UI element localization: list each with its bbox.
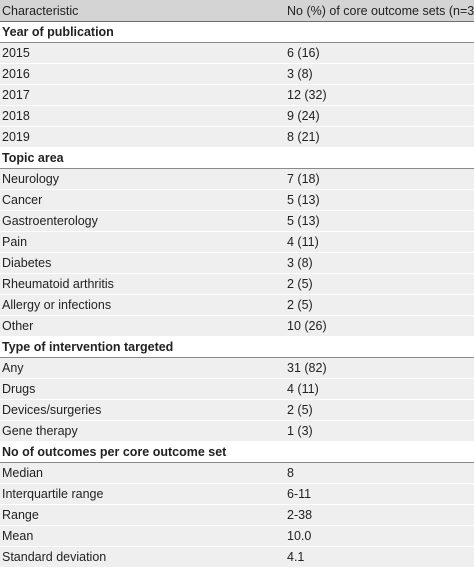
table-row: Other 10 (26) bbox=[0, 315, 474, 337]
row-label: Rheumatoid arthritis bbox=[0, 273, 285, 295]
section-row: No of outcomes per core outcome set bbox=[0, 441, 474, 463]
table-row: Standard deviation 4.1 bbox=[0, 546, 474, 568]
row-label: Median bbox=[0, 462, 285, 484]
section-row: Year of publication bbox=[0, 21, 474, 43]
row-value: 7 (18) bbox=[285, 168, 474, 190]
header-characteristic: Characteristic bbox=[0, 0, 285, 22]
row-value: 6-11 bbox=[285, 483, 474, 505]
header-count: No (%) of core outcome sets (n=38) bbox=[285, 0, 474, 22]
table-row: 2018 9 (24) bbox=[0, 105, 474, 127]
table-row: Median 8 bbox=[0, 462, 474, 484]
row-value: 2-38 bbox=[285, 504, 474, 526]
row-label: Interquartile range bbox=[0, 483, 285, 505]
row-value: 2 (5) bbox=[285, 399, 474, 421]
row-label: Standard deviation bbox=[0, 546, 285, 568]
row-value: 9 (24) bbox=[285, 105, 474, 127]
row-label: Diabetes bbox=[0, 252, 285, 274]
table-row: Drugs 4 (11) bbox=[0, 378, 474, 400]
row-value: 6 (16) bbox=[285, 42, 474, 64]
section-title: No of outcomes per core outcome set bbox=[0, 441, 474, 463]
table-row: Neurology 7 (18) bbox=[0, 168, 474, 190]
row-value: 10 (26) bbox=[285, 315, 474, 337]
row-label: Gastroenterology bbox=[0, 210, 285, 232]
row-label: Cancer bbox=[0, 189, 285, 211]
table-row: Rheumatoid arthritis 2 (5) bbox=[0, 273, 474, 295]
table-row: Gastroenterology 5 (13) bbox=[0, 210, 474, 232]
table-row: Range 2-38 bbox=[0, 504, 474, 526]
row-label: Gene therapy bbox=[0, 420, 285, 442]
row-label: Devices/surgeries bbox=[0, 399, 285, 421]
row-value: 3 (8) bbox=[285, 63, 474, 85]
row-value: 2 (5) bbox=[285, 273, 474, 295]
row-value: 10.0 bbox=[285, 525, 474, 547]
table-row: Gene therapy 1 (3) bbox=[0, 420, 474, 442]
row-label: Mean bbox=[0, 525, 285, 547]
table-body: Year of publication 2015 6 (16) 2016 3 (8) 20… bbox=[0, 21, 474, 568]
row-value: 8 bbox=[285, 462, 474, 484]
row-label: Range bbox=[0, 504, 285, 526]
row-value: 1 (3) bbox=[285, 420, 474, 442]
row-value: 12 (32) bbox=[285, 84, 474, 106]
table-row: Interquartile range 6-11 bbox=[0, 483, 474, 505]
table-row: Mean 10.0 bbox=[0, 525, 474, 547]
row-label: Pain bbox=[0, 231, 285, 253]
table-row: 2017 12 (32) bbox=[0, 84, 474, 106]
row-value: 4.1 bbox=[285, 546, 474, 568]
row-label: 2019 bbox=[0, 126, 285, 148]
row-label: Allergy or infections bbox=[0, 294, 285, 316]
section-title: Type of intervention targeted bbox=[0, 336, 474, 358]
row-label: Neurology bbox=[0, 168, 285, 190]
row-value: 4 (11) bbox=[285, 231, 474, 253]
row-value: 8 (21) bbox=[285, 126, 474, 148]
section-row: Type of intervention targeted bbox=[0, 336, 474, 358]
table-row: Diabetes 3 (8) bbox=[0, 252, 474, 274]
row-value: 3 (8) bbox=[285, 252, 474, 274]
table-row: Any 31 (82) bbox=[0, 357, 474, 379]
table-row: 2019 8 (21) bbox=[0, 126, 474, 148]
row-value: 2 (5) bbox=[285, 294, 474, 316]
section-title: Topic area bbox=[0, 147, 474, 169]
table-row: Allergy or infections 2 (5) bbox=[0, 294, 474, 316]
table-row: Cancer 5 (13) bbox=[0, 189, 474, 211]
row-value: 5 (13) bbox=[285, 210, 474, 232]
section-row: Topic area bbox=[0, 147, 474, 169]
table-header-row: Characteristic No (%) of core outcome se… bbox=[0, 0, 474, 22]
table-row: 2015 6 (16) bbox=[0, 42, 474, 64]
row-value: 4 (11) bbox=[285, 378, 474, 400]
row-label: 2017 bbox=[0, 84, 285, 106]
row-label: Drugs bbox=[0, 378, 285, 400]
table-row: Devices/surgeries 2 (5) bbox=[0, 399, 474, 421]
row-value: 5 (13) bbox=[285, 189, 474, 211]
row-label: 2016 bbox=[0, 63, 285, 85]
row-label: Other bbox=[0, 315, 285, 337]
row-label: 2015 bbox=[0, 42, 285, 64]
section-title: Year of publication bbox=[0, 21, 474, 43]
row-label: 2018 bbox=[0, 105, 285, 127]
table-row: Pain 4 (11) bbox=[0, 231, 474, 253]
row-label: Any bbox=[0, 357, 285, 379]
row-value: 31 (82) bbox=[285, 357, 474, 379]
table-row: 2016 3 (8) bbox=[0, 63, 474, 85]
